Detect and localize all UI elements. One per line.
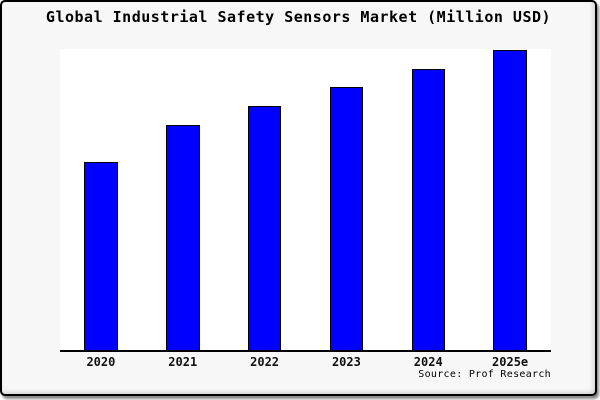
bar-2023 xyxy=(329,87,364,352)
x-tick-label-2024: 2024 xyxy=(413,355,443,369)
bar-2021 xyxy=(166,125,200,352)
bar-2024 xyxy=(411,69,445,352)
x-tick-label-2020: 2020 xyxy=(86,355,116,369)
bar-2025e xyxy=(493,50,527,352)
plot-area xyxy=(60,49,551,352)
x-tick-label-2021: 2021 xyxy=(168,355,198,369)
bar-2020 xyxy=(84,162,118,352)
chart-title: Global Industrial Safety Sensors Market … xyxy=(45,8,552,26)
x-axis-line xyxy=(60,350,551,352)
x-tick-label-2022: 2022 xyxy=(250,355,280,369)
x-tick-label-2023: 2023 xyxy=(331,355,361,369)
x-tick-label-2025e: 2025e xyxy=(492,355,529,369)
bar-2022 xyxy=(247,106,282,352)
source-note: Source: Prof Research xyxy=(418,369,551,380)
